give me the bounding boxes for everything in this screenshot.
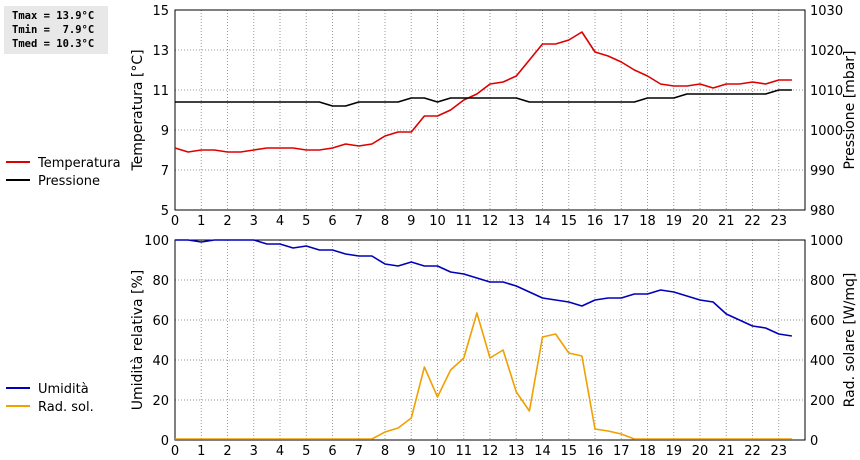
plot-frame	[174, 239, 806, 441]
x-tick-label: 22	[744, 214, 761, 229]
x-tick-label: 19	[665, 214, 682, 229]
y2-tick-label: 1000	[810, 234, 843, 249]
x-tick-label: 17	[613, 214, 630, 229]
x-tick-label: 4	[276, 214, 284, 229]
x-tick-label: 13	[508, 444, 525, 459]
x-tick-label: 17	[613, 444, 630, 459]
x-tick-label: 8	[381, 444, 389, 459]
x-tick-label: 12	[482, 214, 499, 229]
series-line-rad-sol-	[175, 312, 792, 440]
x-tick-label: 5	[302, 444, 310, 459]
tmax-label: Tmax = 13.9°C	[12, 10, 95, 22]
x-tick-label: 13	[508, 214, 525, 229]
x-tick-label: 15	[560, 214, 577, 229]
legend-label: Pressione	[38, 174, 100, 189]
x-tick-label: 9	[407, 214, 415, 229]
y2-tick-label: 400	[810, 354, 835, 369]
y-tick-label: 0	[161, 434, 169, 449]
x-tick-label: 20	[692, 214, 709, 229]
y2-axis-title: Pressione [mbar]	[842, 50, 858, 169]
x-tick-label: 6	[328, 214, 336, 229]
x-tick-label: 10	[429, 214, 446, 229]
legend-label: Rad. sol.	[38, 400, 94, 415]
y-tick-label: 80	[152, 274, 169, 289]
x-tick-label: 12	[482, 444, 499, 459]
x-tick-label: 11	[455, 444, 472, 459]
x-tick-label: 14	[534, 444, 551, 459]
x-tick-label: 20	[692, 444, 709, 459]
y-tick-label: 7	[161, 164, 169, 179]
stats-box: Tmax = 13.9°C Tmin = 7.9°C Tmed = 10.3°C	[4, 6, 108, 54]
y-tick-label: 13	[152, 44, 169, 59]
y2-tick-label: 1000	[810, 124, 843, 139]
y2-tick-label: 1010	[810, 84, 843, 99]
x-tick-label: 9	[407, 444, 415, 459]
x-tick-label: 19	[665, 444, 682, 459]
x-tick-label: 23	[770, 444, 787, 459]
x-tick-label: 8	[381, 214, 389, 229]
y2-tick-label: 800	[810, 274, 835, 289]
y-tick-label: 9	[161, 124, 169, 139]
x-tick-label: 2	[223, 214, 231, 229]
x-tick-label: 0	[171, 444, 179, 459]
x-tick-label: 3	[250, 444, 258, 459]
x-tick-label: 3	[250, 214, 258, 229]
x-tick-label: 16	[587, 444, 604, 459]
x-tick-label: 6	[328, 444, 336, 459]
x-tick-label: 14	[534, 214, 551, 229]
plot-frame	[174, 9, 806, 211]
series-line-temperatura	[174, 31, 792, 153]
x-tick-label: 23	[770, 214, 787, 229]
x-tick-label: 18	[639, 214, 656, 229]
x-tick-label: 10	[429, 444, 446, 459]
x-tick-label: 18	[639, 444, 656, 459]
tmed-label: Tmed = 10.3°C	[12, 38, 95, 50]
x-tick-label: 11	[455, 214, 472, 229]
y2-tick-label: 1020	[810, 44, 843, 59]
y-tick-label: 20	[152, 394, 169, 409]
y2-tick-label: 1030	[810, 4, 843, 19]
x-tick-label: 7	[355, 214, 363, 229]
series-line-umidit-	[175, 239, 793, 337]
y-axis-title: Temperatura [°C]	[130, 49, 146, 171]
x-tick-label: 21	[718, 444, 735, 459]
x-tick-label: 16	[587, 214, 604, 229]
x-tick-label: 2	[223, 444, 231, 459]
y2-tick-label: 200	[810, 394, 835, 409]
y-tick-label: 100	[144, 234, 169, 249]
x-tick-label: 15	[560, 444, 577, 459]
temperature-pressure-chart: 0 1 2 3 4 5 6 7 8 9 10 11 12 13 14 15 16 17 18 19 20 21 22 2357…	[6, 4, 858, 229]
x-tick-label: 1	[197, 444, 205, 459]
y-tick-label: 15	[152, 4, 169, 19]
y2-tick-label: 990	[810, 164, 835, 179]
y-axis-title: Umidità relativa [%]	[130, 270, 146, 411]
x-tick-label: 22	[744, 444, 761, 459]
y-tick-label: 60	[152, 314, 169, 329]
x-tick-label: 1	[197, 214, 205, 229]
series-line-pressione	[175, 89, 792, 107]
x-tick-label: 0	[171, 214, 179, 229]
y-tick-label: 5	[161, 204, 169, 219]
y2-axis-title: Rad. solare [W/mq]	[842, 273, 858, 408]
legend-label: Temperatura	[37, 156, 121, 171]
y2-tick-label: 0	[810, 434, 818, 449]
y-tick-label: 40	[152, 354, 169, 369]
y2-tick-label: 980	[810, 204, 835, 219]
x-tick-label: 5	[302, 214, 310, 229]
y2-tick-label: 600	[810, 314, 835, 329]
x-tick-label: 4	[276, 444, 284, 459]
x-tick-label: 7	[355, 444, 363, 459]
x-tick-label: 21	[718, 214, 735, 229]
humidity-radiation-chart: 0 1 2 3 4 5 6 7 8 9 10 11 12 13 14 15 16 17 18 19 20 21 22 2302…	[6, 234, 858, 459]
tmin-label: Tmin = 7.9°C	[12, 24, 95, 36]
y-tick-label: 11	[152, 84, 169, 99]
legend-label: Umidità	[38, 382, 89, 397]
